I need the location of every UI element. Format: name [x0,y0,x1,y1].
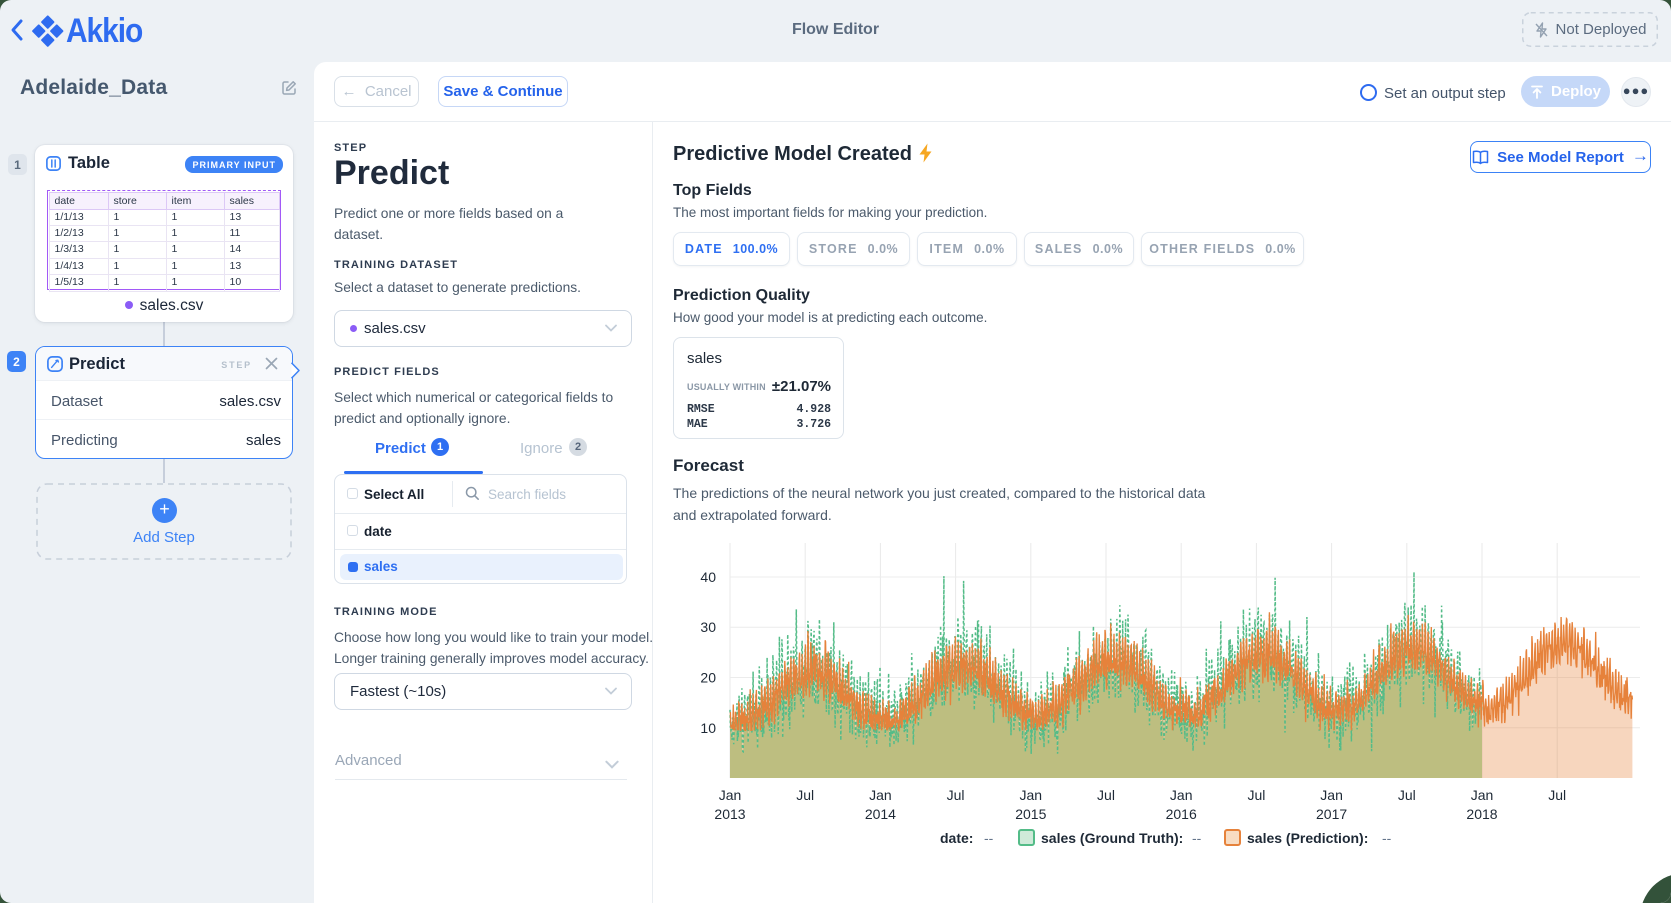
svg-text:--: -- [1192,830,1202,846]
svg-text:2017: 2017 [1316,806,1347,822]
svg-text:40: 40 [700,569,716,585]
svg-text:Jan: Jan [869,787,892,803]
svg-text:Jan: Jan [1320,787,1343,803]
svg-text:Jul: Jul [1247,787,1265,803]
svg-text:2015: 2015 [1015,806,1046,822]
svg-text:date:: date: [940,830,973,846]
svg-text:Jan: Jan [719,787,742,803]
svg-text:Jan: Jan [1471,787,1494,803]
svg-text:2013: 2013 [714,806,745,822]
svg-text:sales (Ground Truth):: sales (Ground Truth): [1041,830,1183,846]
svg-text:Jul: Jul [1548,787,1566,803]
svg-text:Jul: Jul [947,787,965,803]
svg-text:2016: 2016 [1166,806,1197,822]
svg-text:30: 30 [700,619,716,635]
svg-text:--: -- [984,830,994,846]
svg-text:Jan: Jan [1020,787,1043,803]
svg-text:Jul: Jul [1097,787,1115,803]
svg-text:2014: 2014 [865,806,896,822]
svg-text:Jul: Jul [1398,787,1416,803]
svg-text:2018: 2018 [1466,806,1497,822]
svg-text:10: 10 [700,720,716,736]
svg-text:Jan: Jan [1170,787,1193,803]
svg-text:sales (Prediction):: sales (Prediction): [1247,830,1368,846]
svg-text:Jul: Jul [796,787,814,803]
svg-text:20: 20 [700,670,716,686]
svg-text:--: -- [1382,830,1392,846]
